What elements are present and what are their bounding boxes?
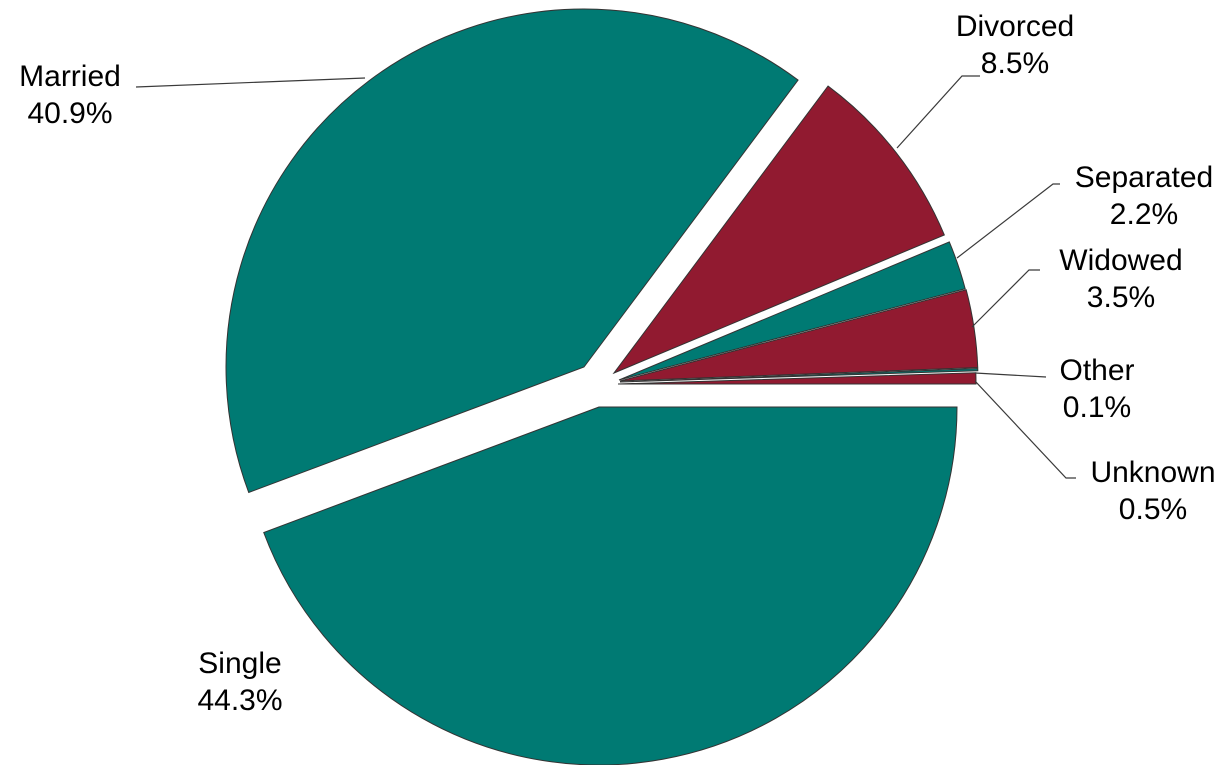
slice-other <box>619 367 979 383</box>
leader-lines <box>135 75 1076 479</box>
label-single: Single <box>198 647 281 680</box>
slice-widowed <box>619 289 979 382</box>
value-label-single: 44.3% <box>197 684 282 717</box>
value-label-separated: 2.2% <box>1110 198 1178 231</box>
pie-slices <box>225 8 979 765</box>
value-label-widowed: 3.5% <box>1087 281 1155 314</box>
value-label-married: 40.9% <box>27 97 112 130</box>
value-label-divorced: 8.5% <box>981 47 1049 80</box>
slice-divorced <box>612 85 945 375</box>
slice-separated <box>618 241 966 381</box>
leader-line-widowed <box>971 269 1040 328</box>
slice-labels: Unknown 0.5% Other 0.1% Widowed 3.5% Separated… <box>19 10 1215 717</box>
label-other: Other <box>1059 354 1134 387</box>
label-separated: Separated <box>1075 161 1213 194</box>
label-unknown: Unknown <box>1090 456 1215 489</box>
leader-line-other <box>974 372 1047 378</box>
label-divorced: Divorced <box>956 10 1074 43</box>
value-label-unknown: 0.5% <box>1119 493 1187 526</box>
leader-line-separated <box>956 183 1060 259</box>
label-married: Married <box>19 60 121 93</box>
slice-single <box>263 406 958 765</box>
leader-line-divorced <box>896 75 980 149</box>
label-widowed: Widowed <box>1059 244 1182 277</box>
leader-line-unknown <box>974 380 1076 479</box>
leader-line-married <box>135 77 366 88</box>
slice-married <box>225 8 799 494</box>
value-label-other: 0.1% <box>1063 391 1131 424</box>
